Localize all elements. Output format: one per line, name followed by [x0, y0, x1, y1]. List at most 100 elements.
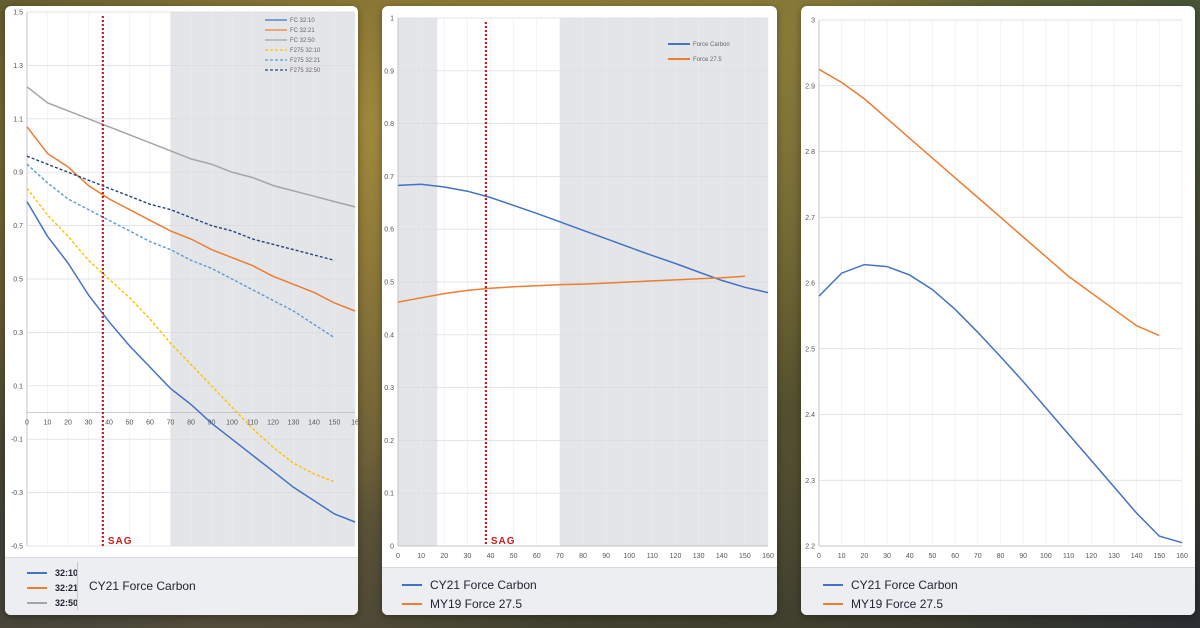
legend-item: 32:10 — [27, 568, 78, 578]
y-tick-label: 0.5 — [13, 277, 23, 284]
legend-swatch — [823, 603, 843, 605]
legend-swatch — [27, 572, 47, 574]
y-tick-label: 2.7 — [805, 215, 815, 222]
y-tick-label: 0.5 — [384, 280, 394, 287]
legend-group-label: CY21 Force Carbon — [89, 579, 196, 593]
chart-legend: CY21 Force Carbon MY19 Force 27.5 — [801, 567, 1195, 615]
x-tick-label: 90 — [602, 553, 610, 560]
series-line — [818, 68, 1160, 337]
x-tick-label: 100 — [1040, 553, 1052, 560]
y-tick-label: 2.9 — [805, 83, 815, 90]
x-tick-label: 160 — [1176, 553, 1188, 560]
x-tick-label: 0 — [25, 420, 29, 427]
inner-legend-label: F275 32:50 — [290, 68, 321, 74]
inner-legend-label: F275 32:10 — [290, 48, 321, 54]
x-tick-label: 70 — [556, 553, 564, 560]
y-tick-label: -0.1 — [11, 437, 23, 444]
legend-label: 32:10 — [55, 568, 79, 578]
y-tick-label: 2.5 — [805, 346, 815, 353]
y-tick-label: 0 — [390, 544, 394, 551]
x-tick-label: 130 — [1108, 553, 1120, 560]
legend-divider — [77, 562, 78, 610]
y-tick-label: 1.3 — [13, 63, 23, 70]
x-tick-label: 60 — [533, 553, 541, 560]
x-tick-label: 150 — [1153, 553, 1165, 560]
x-tick-label: 130 — [693, 553, 705, 560]
y-tick-label: 1 — [390, 16, 394, 23]
legend-item: CY21 Force Carbon — [823, 578, 958, 592]
y-tick-label: 1.5 — [13, 10, 23, 17]
inner-legend-label: Force Carbon — [693, 42, 730, 48]
inner-legend-label: F275 32:21 — [290, 58, 321, 64]
x-tick-label: 50 — [126, 420, 134, 427]
y-tick-label: 0.4 — [384, 332, 394, 339]
legend-swatch — [27, 587, 47, 589]
inner-legend-label: FC 32:50 — [290, 38, 315, 44]
chart-panel-leverage-ratio: 3 2.9 2.8 2.7 2.6 2.5 2.4 2.3 2.2 0 10 20 30 40 50 60 70… — [801, 6, 1195, 615]
x-tick-label: 16 — [351, 420, 358, 427]
x-tick-label: 110 — [647, 553, 658, 560]
series-line — [397, 183, 769, 294]
sag-label: SAG — [491, 536, 516, 547]
x-tick-label: 40 — [105, 420, 113, 427]
chart-legend: 32:10 32:21 32:50 CY21 Force Carbon — [5, 557, 358, 615]
y-tick-label: 0.1 — [384, 491, 394, 498]
legend-label: CY21 Force Carbon — [851, 578, 958, 592]
x-tick-label: 10 — [838, 553, 846, 560]
chart-canvas: 1.5 1.3 1.1 0.9 0.7 0.5 0.3 0.1 -0.1 -0.3 -0.5 0 10 2… — [11, 10, 358, 551]
x-tick-label: 20 — [440, 553, 448, 560]
x-tick-label: 160 — [762, 553, 774, 560]
x-tick-label: 100 — [623, 553, 635, 560]
x-tick-label: 20 — [64, 420, 72, 427]
legend-label: 32:21 — [55, 583, 79, 593]
x-tick-label: 130 — [288, 420, 300, 427]
y-tick-label: 2.8 — [805, 149, 815, 156]
x-tick-label: 140 — [308, 420, 320, 427]
x-tick-label: 140 — [716, 553, 728, 560]
y-tick-label: 0.3 — [13, 330, 23, 337]
x-tick-label: 30 — [85, 420, 93, 427]
y-tick-label: 2.3 — [805, 478, 815, 485]
chart-panel-sag-comparison: 1 0.9 0.8 0.7 0.6 0.5 0.4 0.3 0.2 0.1 0 0 10 20 30 40 50… — [382, 6, 777, 615]
x-tick-label: 30 — [883, 553, 891, 560]
y-tick-label: 0.1 — [13, 383, 23, 390]
x-tick-label: 80 — [579, 553, 587, 560]
series-line — [818, 263, 1183, 544]
chart-canvas: 3 2.9 2.8 2.7 2.6 2.5 2.4 2.3 2.20 10 20 30 40 50 60 70… — [805, 18, 1188, 561]
x-tick-label: 50 — [929, 553, 937, 560]
inner-legend-label: FC 32:10 — [290, 18, 315, 24]
x-tick-label: 80 — [997, 553, 1005, 560]
chart-legend: CY21 Force Carbon MY19 Force 27.5 — [382, 567, 777, 615]
legend-label: 32:50 — [55, 598, 79, 608]
x-tick-label: 150 — [739, 553, 751, 560]
legend-swatch — [27, 602, 47, 604]
y-tick-label: 0.9 — [384, 68, 394, 75]
x-tick-label: 120 — [1085, 553, 1097, 560]
y-tick-label: 1.1 — [13, 116, 23, 123]
x-tick-label: 40 — [487, 553, 495, 560]
y-tick-label: 0.8 — [384, 121, 394, 128]
series-line — [26, 126, 356, 312]
y-tick-label: 0.7 — [13, 223, 23, 230]
y-tick-label: 0.7 — [384, 174, 394, 181]
legend-item: 32:50 — [27, 598, 78, 608]
x-tick-label: 0 — [396, 553, 400, 560]
y-tick-label: 2.4 — [805, 412, 815, 419]
x-tick-label: 150 — [329, 420, 341, 427]
y-tick-label: 0.3 — [384, 385, 394, 392]
x-tick-label: 120 — [670, 553, 682, 560]
x-tick-label: 110 — [247, 420, 258, 427]
x-tick-label: 20 — [860, 553, 868, 560]
legend-swatch — [402, 603, 422, 605]
legend-swatch — [823, 584, 843, 586]
chart-panel-gear-ratios: 1.5 1.3 1.1 0.9 0.7 0.5 0.3 0.1 -0.1 -0.3 -0.5 0 10 2… — [5, 6, 358, 615]
x-tick-label: 70 — [167, 420, 175, 427]
y-tick-label: 2.2 — [805, 544, 815, 551]
x-tick-label: 120 — [267, 420, 279, 427]
x-tick-label: 60 — [146, 420, 154, 427]
x-tick-label: 40 — [906, 553, 914, 560]
x-tick-label: 140 — [1131, 553, 1143, 560]
series-line — [26, 155, 335, 261]
legend-label: CY21 Force Carbon — [430, 578, 537, 592]
y-tick-label: 2.6 — [805, 281, 815, 288]
